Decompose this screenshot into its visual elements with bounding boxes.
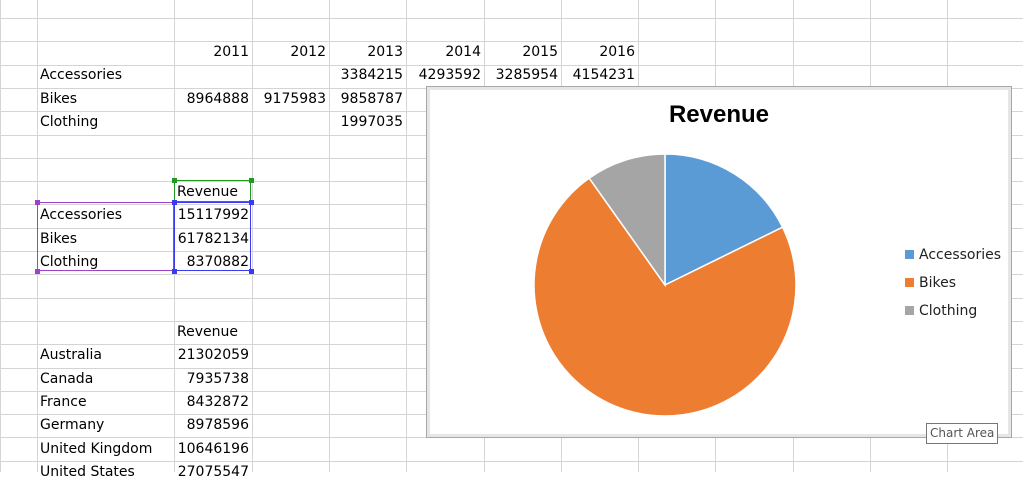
value-cell[interactable]: 4154231 — [572, 67, 635, 84]
year-header-cell[interactable]: 2015 — [522, 44, 558, 60]
country-value-cell[interactable]: 8978596 — [186, 417, 249, 434]
product-label-cell[interactable]: Accessories — [40, 207, 123, 224]
value-cell[interactable]: 9175983 — [263, 90, 326, 107]
categories-range[interactable] — [37, 202, 174, 271]
range-handle[interactable] — [249, 269, 254, 274]
pie-slice-accessories[interactable] — [664, 153, 784, 287]
row-label-cell[interactable]: Accessories — [40, 67, 123, 84]
country-label-cell[interactable]: France — [40, 393, 87, 410]
row-label-cell[interactable]: Clothing — [40, 113, 99, 130]
value-cell[interactable]: 1997035 — [340, 113, 403, 130]
year-header-cell[interactable]: 2014 — [445, 44, 481, 60]
country-value-cell[interactable]: 21302059 — [177, 347, 249, 364]
range-handle[interactable] — [249, 200, 254, 205]
value-cell[interactable]: 3285954 — [495, 67, 558, 84]
legend-swatch — [905, 306, 914, 315]
range-handle[interactable] — [249, 178, 254, 183]
chart-title[interactable]: Revenue — [668, 101, 770, 128]
legend-swatch — [905, 278, 914, 287]
legend-item[interactable]: Accessories — [905, 246, 1001, 264]
legend-item[interactable]: Clothing — [905, 302, 977, 320]
legend-label: Clothing — [919, 303, 978, 319]
range-handle[interactable] — [172, 178, 177, 183]
year-header-cell[interactable]: 2012 — [290, 44, 326, 60]
year-header-cell[interactable]: 2013 — [367, 44, 403, 60]
country-value-cell[interactable]: 8432872 — [186, 393, 249, 410]
legend-label: Bikes — [919, 275, 957, 291]
range-handle[interactable] — [35, 200, 40, 205]
series-name-range[interactable] — [174, 180, 251, 202]
product-value-cell[interactable]: 61782134 — [177, 230, 249, 247]
range-handle[interactable] — [35, 269, 40, 274]
country-label-cell[interactable]: United Kingdom — [40, 440, 153, 457]
product-revenue-header[interactable]: Revenue — [177, 184, 238, 200]
country-value-cell[interactable]: 27075547 — [177, 463, 249, 480]
range-handle[interactable] — [172, 200, 177, 205]
row-label-cell[interactable]: Bikes — [40, 90, 78, 107]
legend-item[interactable]: Bikes — [905, 274, 956, 292]
year-header-cell[interactable]: 2011 — [213, 44, 249, 60]
chart-area-tooltip: Chart Area — [926, 423, 999, 444]
pie-chart[interactable] — [427, 87, 1011, 437]
pie-slice-clothing[interactable] — [588, 153, 666, 288]
pie-slice-bikes[interactable] — [533, 177, 797, 417]
product-label-cell[interactable]: Bikes — [40, 230, 78, 247]
year-header-cell[interactable]: 2016 — [599, 44, 635, 60]
product-value-cell[interactable]: 8370882 — [186, 253, 249, 270]
value-cell[interactable]: 3384215 — [340, 67, 403, 84]
legend-swatch — [905, 250, 914, 259]
country-value-cell[interactable]: 10646196 — [177, 440, 249, 457]
range-handle[interactable] — [172, 269, 177, 274]
legend-label: Accessories — [919, 247, 1002, 263]
chart-area[interactable]: Revenue Accessories Bikes Clothing — [426, 86, 1012, 438]
product-label-cell[interactable]: Clothing — [40, 253, 99, 270]
country-revenue-header[interactable]: Revenue — [177, 324, 238, 340]
country-label-cell[interactable]: Australia — [40, 347, 102, 364]
values-range[interactable] — [174, 202, 251, 271]
value-cell[interactable]: 9858787 — [340, 90, 403, 107]
country-label-cell[interactable]: Canada — [40, 370, 94, 387]
country-value-cell[interactable]: 7935738 — [186, 370, 249, 387]
value-cell[interactable]: 8964888 — [186, 90, 249, 107]
product-value-cell[interactable]: 15117992 — [177, 207, 249, 224]
value-cell[interactable]: 4293592 — [418, 67, 481, 84]
country-label-cell[interactable]: United States — [40, 463, 135, 480]
country-label-cell[interactable]: Germany — [40, 417, 105, 434]
